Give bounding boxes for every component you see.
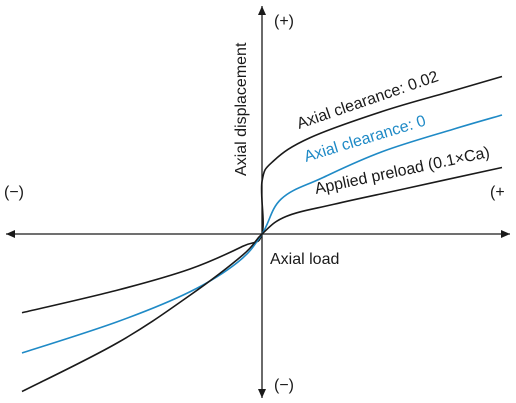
x-positive-label: (+: [490, 184, 505, 201]
x-axis-arrow-left: [6, 230, 15, 238]
axes: [6, 6, 510, 398]
y-negative-label: (−): [274, 377, 294, 394]
y-axis-arrow-bottom: [258, 389, 266, 398]
series-line-2: [21, 114, 503, 354]
x-axis-arrow-right: [501, 230, 510, 238]
series-line-1: [21, 75, 503, 314]
y-positive-label: (+): [274, 13, 294, 30]
x-negative-label: (−): [4, 184, 24, 201]
y-axis-title: Axial displacement: [233, 42, 250, 176]
y-axis-arrow-top: [258, 6, 266, 15]
series-layer: [21, 75, 503, 393]
series-line-3: [21, 166, 503, 393]
x-axis-title: Axial load: [270, 251, 339, 268]
